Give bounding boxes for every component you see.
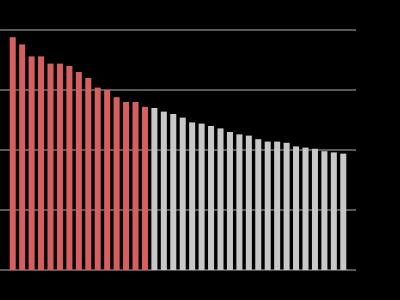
bar: [113, 97, 120, 270]
bar: [198, 123, 205, 270]
bar: [170, 114, 177, 270]
bar: [283, 142, 290, 270]
bar: [19, 44, 26, 271]
bar: [123, 102, 130, 270]
bar: [47, 63, 54, 270]
bar: [236, 134, 243, 270]
bar: [330, 152, 337, 270]
bar: [160, 111, 167, 270]
bar: [274, 141, 281, 270]
bar: [217, 128, 224, 270]
bar: [75, 72, 82, 270]
bar: [94, 87, 101, 270]
bar: [189, 122, 196, 271]
bar: [208, 126, 215, 270]
bar: [28, 56, 35, 271]
bar: [151, 108, 158, 270]
bar: [85, 78, 92, 270]
bar: [104, 90, 111, 270]
bar: [38, 56, 45, 271]
bar: [132, 102, 139, 270]
bar: [293, 146, 300, 270]
bar: [66, 66, 73, 270]
bar: [179, 117, 186, 270]
bar: [264, 141, 271, 270]
bar: [245, 135, 252, 270]
bar: [226, 132, 233, 270]
bar: [9, 37, 16, 271]
bar: [340, 153, 347, 270]
bar: [302, 147, 309, 270]
bar: [321, 151, 328, 270]
bar: [311, 148, 318, 270]
bar: [255, 139, 262, 270]
bar: [141, 106, 148, 270]
bar: [56, 63, 63, 270]
